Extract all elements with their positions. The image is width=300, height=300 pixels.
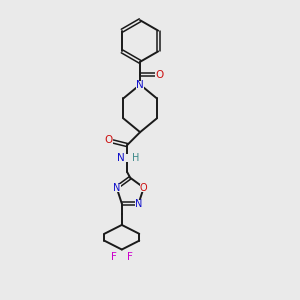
Bar bbox=[105, 136, 112, 144]
Text: H: H bbox=[132, 153, 139, 163]
Text: F: F bbox=[127, 252, 133, 262]
Bar bbox=[136, 81, 145, 88]
Bar bbox=[155, 71, 163, 79]
Text: N: N bbox=[113, 183, 120, 193]
Text: N: N bbox=[135, 199, 142, 208]
Text: O: O bbox=[155, 70, 164, 80]
Text: O: O bbox=[104, 135, 113, 145]
Text: O: O bbox=[140, 183, 148, 193]
Bar bbox=[135, 200, 142, 208]
Text: F: F bbox=[110, 252, 116, 262]
Bar bbox=[113, 184, 121, 192]
Text: N: N bbox=[118, 153, 125, 163]
Text: N: N bbox=[136, 80, 144, 90]
Bar bbox=[140, 184, 148, 192]
Bar bbox=[121, 154, 134, 162]
